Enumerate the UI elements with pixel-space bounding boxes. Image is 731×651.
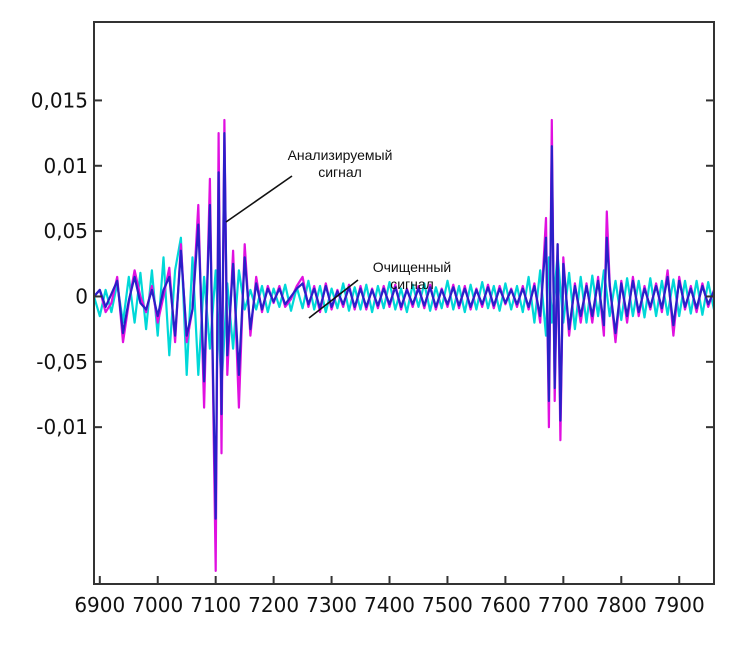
annotation-text-2: сигнал — [390, 276, 434, 292]
annotation-text-1: Анализируемый — [288, 147, 393, 163]
annotation-leader-1 — [225, 175, 293, 223]
x-tick-label: 7800 — [596, 593, 647, 617]
annotation-text-1: сигнал — [318, 164, 362, 180]
series-layer — [92, 118, 716, 572]
x-tick-label: 7100 — [190, 593, 241, 617]
x-tick-label: 7000 — [132, 593, 183, 617]
x-tick-label: 7700 — [538, 593, 589, 617]
y-tick-label: -0,05 — [36, 350, 88, 374]
x-tick-label: 6900 — [74, 593, 125, 617]
y-tick-label: -0,01 — [36, 415, 88, 439]
x-tick-label: 7300 — [306, 593, 357, 617]
x-tick-label: 7200 — [248, 593, 299, 617]
plot-frame — [93, 21, 715, 585]
y-tick-label: 0,05 — [43, 219, 88, 243]
x-tick-label: 7500 — [422, 593, 473, 617]
y-tick-label: 0,015 — [31, 88, 88, 112]
x-tick-label: 7400 — [364, 593, 415, 617]
annotation-leader-2 — [308, 279, 359, 319]
y-tick-label: 0,01 — [43, 154, 88, 178]
y-tick-label: 0 — [75, 284, 88, 308]
x-tick-label: 7900 — [654, 593, 705, 617]
series-line-1 — [92, 236, 716, 390]
x-tick-label: 7600 — [480, 593, 531, 617]
series-line-3 — [93, 132, 716, 520]
axis-layer: 0,015 0,01 0,05 0 -0,05 -0,01 6900 7000 7100 7200… — [31, 88, 714, 617]
annotation-text-2: Очищенный — [373, 259, 452, 275]
